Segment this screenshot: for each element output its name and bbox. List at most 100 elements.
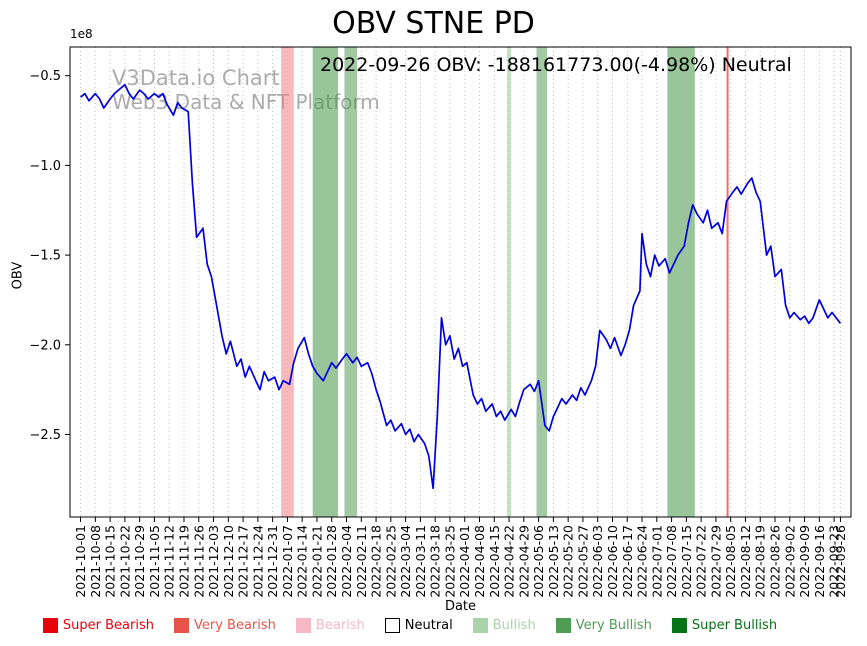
legend-item-very-bearish: Very Bearish	[174, 618, 276, 633]
x-tick-label: 2022-04-01	[457, 525, 472, 598]
x-tick-label: 2022-01-21	[309, 525, 324, 598]
y-tick-label: −0.5	[29, 69, 61, 84]
x-tick-label: 2021-12-31	[265, 525, 280, 598]
x-tick-label: 2021-12-10	[221, 525, 236, 598]
legend-item-bullish: Bullish	[472, 618, 536, 633]
x-tick-label: 2021-10-29	[132, 525, 147, 598]
legend-swatch-icon	[384, 618, 400, 633]
x-tick-label: 2022-06-24	[635, 525, 650, 598]
band-very-bullish	[344, 47, 358, 517]
x-tick-label: 2022-07-22	[694, 525, 709, 598]
x-tick-label: 2022-05-13	[546, 525, 561, 598]
x-tick-label: 2022-01-28	[324, 525, 339, 598]
x-tick-label: 2022-07-01	[649, 525, 664, 598]
latest-obv-annotation: 2022-09-26 OBV: -188161773.00(-4.98%) Ne…	[320, 54, 792, 76]
x-tick-label: 2022-04-08	[472, 525, 487, 598]
band-very-bullish	[667, 47, 695, 517]
x-tick-label: 2021-11-12	[162, 525, 177, 598]
legend-label: Super Bullish	[691, 618, 778, 633]
x-tick-label: 2022-09-23	[827, 525, 842, 598]
legend-item-bearish: Bearish	[295, 618, 365, 633]
x-tick-label: 2022-09-16	[812, 525, 827, 598]
x-tick-label: 2022-04-22	[502, 525, 517, 598]
band-very-bullish	[312, 47, 338, 517]
legend-item-neutral: Neutral	[384, 618, 453, 633]
x-tick-label: 2022-02-25	[383, 525, 398, 598]
x-tick-label: 2022-05-06	[531, 525, 546, 598]
band-bullish	[506, 47, 512, 517]
x-tick-label: 2022-02-04	[339, 525, 354, 598]
x-tick-label: 2022-02-11	[354, 525, 369, 598]
y-tick-label: −1.0	[29, 159, 61, 174]
x-tick-label: 2021-10-22	[117, 525, 132, 598]
y-tick-label: −2.5	[29, 428, 61, 443]
x-tick-label: 2022-08-19	[753, 525, 768, 598]
y-tick-label: −2.0	[29, 338, 61, 353]
y-axis-offset-label: 1e8	[70, 27, 93, 41]
legend-label: Very Bearish	[194, 618, 276, 633]
y-axis-ticks: −0.5 −1.0 −1.5 −2.0 −2.5	[29, 69, 70, 443]
x-tick-label: 2022-03-18	[428, 525, 443, 598]
band-bearish	[281, 47, 294, 517]
signal-legend: Super Bearish Very Bearish Bearish Neutral B…	[0, 618, 820, 633]
band-very-bullish	[536, 47, 548, 517]
legend-item-super-bullish: Super Bullish	[671, 618, 778, 633]
chart-title: OBV STNE PD	[332, 6, 535, 41]
x-tick-label: 2022-04-15	[487, 525, 502, 598]
x-axis-ticks: 2021-10-01 2021-10-08 2021-10-15 2021-10-22…	[73, 517, 848, 598]
legend-label: Bearish	[315, 618, 365, 633]
x-tick-label: 2021-10-08	[88, 525, 103, 598]
x-axis-label: Date	[444, 599, 477, 614]
x-tick-label: 2022-06-10	[605, 525, 620, 598]
legend-label: Neutral	[404, 618, 453, 633]
x-tick-label: 2022-01-14	[295, 525, 310, 598]
x-tick-label: 2022-08-05	[723, 525, 738, 598]
x-tick-label: 2021-10-15	[103, 525, 118, 598]
legend-label: Super Bearish	[62, 618, 154, 633]
x-tick-label: 2022-01-07	[280, 525, 295, 598]
legend-swatch-icon	[555, 618, 571, 633]
legend-swatch-icon	[42, 618, 58, 633]
x-tick-label: 2022-09-02	[782, 525, 797, 598]
watermark-line1: V3Data.io Chart	[112, 66, 280, 90]
x-tick-label: 2022-03-25	[442, 525, 457, 598]
x-tick-label: 2022-09-26	[833, 525, 848, 598]
x-tick-label: 2022-04-29	[516, 525, 531, 598]
x-tick-label: 2021-11-05	[147, 525, 162, 598]
band-very-bearish	[726, 47, 729, 517]
x-tick-label: 2022-03-04	[398, 525, 413, 598]
plot-frame	[69, 46, 852, 518]
x-tick-label: 2022-03-11	[413, 525, 428, 598]
x-tick-label: 2021-11-19	[176, 525, 191, 598]
x-tick-label: 2022-02-18	[369, 525, 384, 598]
x-tick-label: 2022-06-17	[620, 525, 635, 598]
x-tick-label: 2021-12-17	[236, 525, 251, 598]
x-tick-label: 2022-07-08	[664, 525, 679, 598]
y-axis-label: OBV	[10, 261, 26, 290]
obv-line-series	[80, 83, 842, 490]
x-tick-label: 2022-06-03	[590, 525, 605, 598]
legend-label: Bullish	[492, 618, 536, 633]
x-tick-label: 2021-12-03	[206, 525, 221, 598]
x-tick-label: 2022-08-26	[768, 525, 783, 598]
x-tick-label: 2022-05-20	[561, 525, 576, 598]
signal-bands	[281, 47, 729, 517]
x-tick-label: 2021-12-24	[250, 525, 265, 598]
legend-swatch-icon	[472, 618, 488, 633]
legend-swatch-icon	[671, 618, 687, 633]
legend-swatch-icon	[174, 618, 189, 633]
x-tick-label: 2022-07-15	[679, 525, 694, 598]
x-tick-label: 2022-09-09	[797, 525, 812, 598]
legend-label: Very Bullish	[575, 618, 652, 633]
x-tick-label: 2022-07-29	[708, 525, 723, 598]
legend-item-super-bearish: Super Bearish	[42, 618, 154, 633]
legend-swatch-icon	[295, 618, 311, 633]
y-tick-label: −1.5	[29, 249, 61, 264]
x-tick-label: 2022-08-12	[738, 525, 753, 598]
x-tick-label: 2021-11-26	[191, 525, 206, 598]
legend-item-very-bullish: Very Bullish	[555, 618, 652, 633]
gridlines	[80, 47, 841, 517]
x-tick-label: 2021-10-01	[73, 525, 88, 598]
